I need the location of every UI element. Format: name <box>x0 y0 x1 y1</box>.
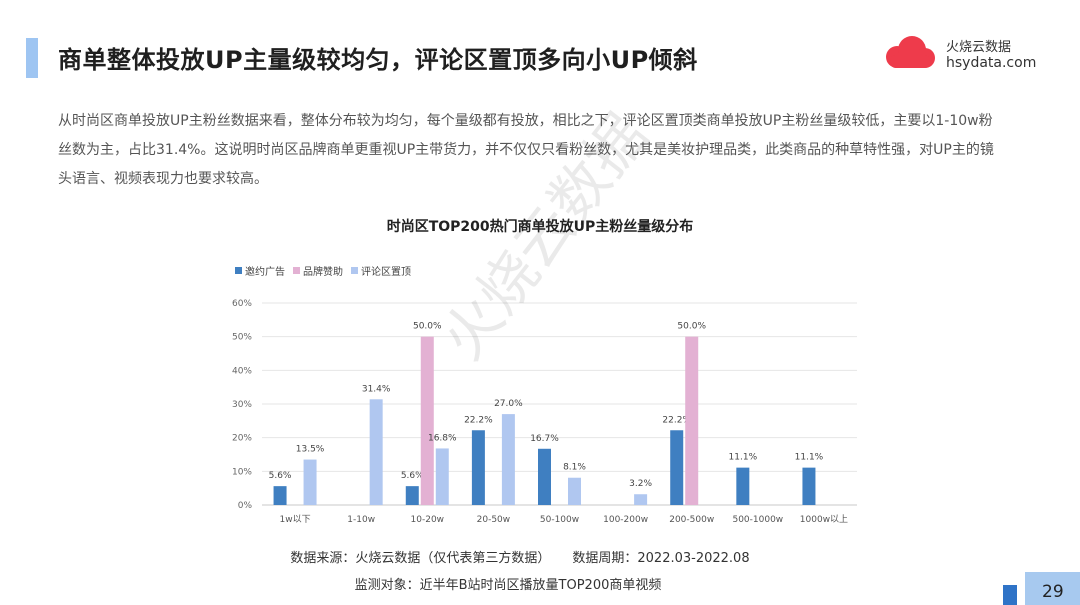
bar <box>685 336 699 505</box>
x-tick-label: 1000w以上 <box>800 514 848 525</box>
data-label: 11.1% <box>795 453 824 463</box>
data-label: 16.7% <box>530 434 559 444</box>
cloud-logo-icon <box>886 36 935 68</box>
x-tick-label: 200-500w <box>669 515 714 525</box>
y-tick-label: 60% <box>232 299 252 309</box>
legend-label: 邀约广告 <box>245 267 285 278</box>
brand-url: hsydata.com <box>946 55 1037 71</box>
monitor-subject: 监测对象：近半年B站时尚区播放量TOP200商单视频 <box>354 578 662 593</box>
bar <box>802 467 816 505</box>
data-label: 11.1% <box>729 453 758 463</box>
x-tick-label: 500-1000w <box>732 515 783 525</box>
page-badge-accent <box>1003 585 1017 605</box>
data-label: 22.2% <box>464 415 493 425</box>
bar <box>471 430 485 505</box>
legend-swatch <box>235 267 242 274</box>
x-tick-label: 50-100w <box>540 515 579 525</box>
legend-label: 品牌赞助 <box>303 267 343 278</box>
data-label: 22.2% <box>662 415 691 425</box>
data-label: 5.6% <box>401 471 424 481</box>
bar <box>538 448 551 505</box>
page-badge <box>1025 572 1080 605</box>
legend-item-invite: 邀约广告 <box>235 263 285 278</box>
data-label: 27.0% <box>494 399 523 409</box>
data-label: 50.0% <box>413 322 442 332</box>
bar <box>405 486 419 505</box>
legend-label: 评论区置顶 <box>361 267 411 278</box>
brand-name-cn: 火烧云数据 <box>946 40 1012 55</box>
bar <box>369 399 383 505</box>
x-tick-label: 1-10w <box>347 515 375 525</box>
y-tick-label: 0% <box>238 501 253 511</box>
bar <box>670 430 684 505</box>
x-tick-label: 20-50w <box>477 515 511 525</box>
data-label: 50.0% <box>677 322 706 332</box>
x-tick-label: 1w以下 <box>280 515 311 525</box>
intro-paragraph: 从时尚区商单投放UP主粉丝数据来看，整体分布较为均匀，每个量级都有投放，相比之下… <box>58 113 994 187</box>
title-accent-bar <box>26 38 38 78</box>
legend-item-pinned: 评论区置顶 <box>351 263 411 278</box>
data-label: 13.5% <box>296 445 325 455</box>
y-tick-label: 40% <box>232 366 252 376</box>
bar <box>435 448 449 505</box>
chart-title: 时尚区TOP200热门商单投放UP主粉丝量级分布 <box>386 219 694 235</box>
legend-swatch <box>293 267 300 274</box>
bar <box>568 477 581 505</box>
y-tick-label: 20% <box>232 434 252 444</box>
legend-swatch <box>351 267 358 274</box>
data-label: 8.1% <box>563 463 586 473</box>
data-label: 31.4% <box>362 384 391 394</box>
data-source: 数据来源：火烧云数据（仅代表第三方数据） <box>290 551 551 566</box>
data-label: 5.6% <box>269 471 292 481</box>
y-tick-label: 10% <box>232 467 252 477</box>
x-tick-label: 10-20w <box>411 515 445 525</box>
data-source-line: 数据来源：火烧云数据（仅代表第三方数据） 数据周期：2022.03-2022.08 <box>0 547 1040 566</box>
bar <box>501 414 515 505</box>
chart-legend: 邀约广告 品牌赞助 评论区置顶 <box>235 263 411 278</box>
page-title: 商单整体投放UP主量级较均匀，评论区置顶多向小UP倾斜 <box>58 46 698 74</box>
y-tick-label: 30% <box>232 400 252 410</box>
bar <box>303 459 317 505</box>
y-tick-label: 50% <box>232 333 252 343</box>
bar <box>736 467 750 505</box>
data-period: 数据周期：2022.03-2022.08 <box>572 551 750 566</box>
bar <box>420 336 434 505</box>
legend-item-sponsor: 品牌赞助 <box>293 263 343 278</box>
bar <box>273 486 287 505</box>
bar <box>634 494 648 505</box>
page-number: 29 <box>1042 582 1064 602</box>
x-tick-label: 100-200w <box>603 515 648 525</box>
data-label: 16.8% <box>428 433 457 443</box>
data-label: 3.2% <box>629 479 652 489</box>
